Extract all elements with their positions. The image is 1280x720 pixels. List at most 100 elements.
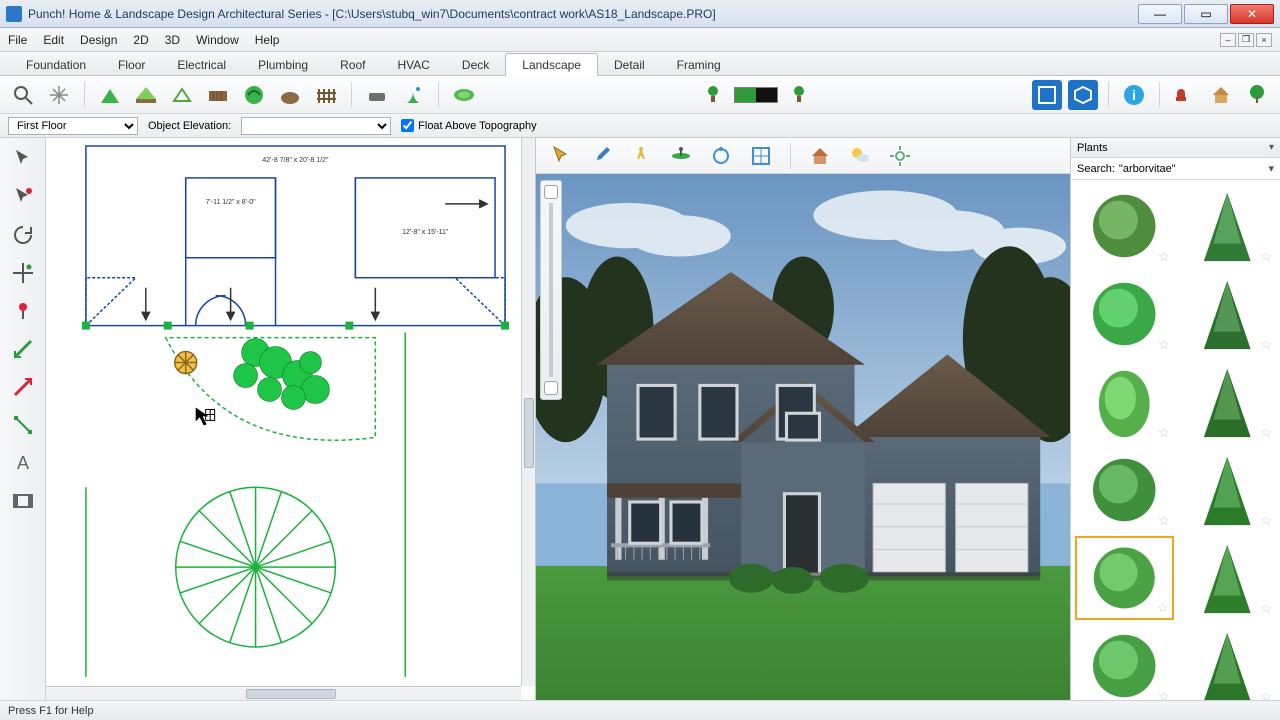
plant-thumbnail[interactable]: ☆ <box>1178 624 1277 700</box>
plan-hscroll[interactable] <box>46 686 521 700</box>
float-topography-toggle[interactable]: Float Above Topography <box>401 119 536 132</box>
plants-panel-title[interactable]: Plants ▾ <box>1071 138 1280 158</box>
move-tool-icon[interactable] <box>7 258 39 288</box>
eyedropper-icon[interactable] <box>586 141 616 171</box>
fly-icon[interactable] <box>666 141 696 171</box>
mdi-minimize[interactable]: – <box>1220 33 1236 47</box>
favorite-star-icon[interactable]: ☆ <box>1158 513 1170 529</box>
plant-thumbnail[interactable]: ☆ <box>1075 536 1174 620</box>
menu-edit[interactable]: Edit <box>43 33 64 47</box>
topography-icon[interactable] <box>449 80 479 110</box>
plant-thumbnail[interactable]: ☆ <box>1178 184 1277 268</box>
float-topography-checkbox[interactable] <box>401 119 414 132</box>
plant-thumbnail[interactable]: ☆ <box>1178 536 1277 620</box>
plan-vscroll[interactable] <box>521 138 535 686</box>
furniture-icon[interactable] <box>1170 80 1200 110</box>
floorplan-icon[interactable] <box>746 141 776 171</box>
settings3d-icon[interactable] <box>885 141 915 171</box>
terrain-tool-icon[interactable] <box>95 80 125 110</box>
plant-bed-icon[interactable] <box>131 80 161 110</box>
deck-icon[interactable] <box>203 80 233 110</box>
rotate-tool-icon[interactable] <box>7 220 39 250</box>
favorite-star-icon[interactable]: ☆ <box>1260 425 1272 441</box>
tree-icon[interactable] <box>1242 80 1272 110</box>
weather-icon[interactable] <box>845 141 875 171</box>
view-3d-icon[interactable] <box>1068 80 1098 110</box>
plant-thumbnail[interactable]: ☆ <box>1075 272 1174 356</box>
fill-preview[interactable] <box>734 87 778 103</box>
plant-thumbnail[interactable]: ☆ <box>1178 448 1277 532</box>
favorite-star-icon[interactable]: ☆ <box>1260 601 1272 617</box>
orbit-icon[interactable] <box>706 141 736 171</box>
tab-framing[interactable]: Framing <box>661 54 737 75</box>
plants-search-input[interactable] <box>1119 163 1265 175</box>
object-elevation-select[interactable] <box>241 117 391 135</box>
view-2d-icon[interactable] <box>1032 80 1062 110</box>
tab-electrical[interactable]: Electrical <box>161 54 242 75</box>
menu-file[interactable]: File <box>8 33 27 47</box>
plant-thumbnail[interactable]: ☆ <box>1075 184 1174 268</box>
mdi-close[interactable]: × <box>1256 33 1272 47</box>
plant-thumbnail[interactable]: ☆ <box>1075 624 1174 700</box>
tab-plumbing[interactable]: Plumbing <box>242 54 324 75</box>
favorite-star-icon[interactable]: ☆ <box>1260 337 1272 353</box>
close-button[interactable]: ✕ <box>1230 4 1274 24</box>
view3d-vertical-slider[interactable] <box>540 180 562 400</box>
house-small-icon[interactable] <box>1206 80 1236 110</box>
tab-deck[interactable]: Deck <box>446 54 505 75</box>
info-icon[interactable]: i <box>1119 80 1149 110</box>
edging-icon[interactable] <box>167 80 197 110</box>
chevron-down-icon[interactable]: ▾ <box>1269 142 1274 153</box>
pan-icon[interactable] <box>44 80 74 110</box>
maximize-button[interactable]: ▭ <box>1184 4 1228 24</box>
slider-bottom-button[interactable] <box>544 381 558 395</box>
water-feature-icon[interactable] <box>398 80 428 110</box>
favorite-star-icon[interactable]: ☆ <box>1157 600 1169 616</box>
tab-foundation[interactable]: Foundation <box>10 54 102 75</box>
chevron-down-icon[interactable]: ▾ <box>1268 162 1274 175</box>
mirror-out-icon[interactable] <box>7 372 39 402</box>
walk-icon[interactable] <box>626 141 656 171</box>
menu-3d[interactable]: 3D <box>165 33 180 47</box>
view3d-canvas[interactable] <box>536 174 1070 700</box>
slider-top-button[interactable] <box>544 185 558 199</box>
plant-thumbnail[interactable]: ☆ <box>1178 272 1277 356</box>
select-tool-icon[interactable] <box>7 144 39 174</box>
plan-view-2d[interactable]: 42'-8 7/8" x 20'-8 1/2" 7'-11 1/2" x 8'-… <box>46 138 536 700</box>
point-tool-icon[interactable] <box>7 296 39 326</box>
plant-thumbnail[interactable]: ☆ <box>1178 360 1277 444</box>
plant-thumbnail[interactable]: ☆ <box>1075 360 1174 444</box>
tab-detail[interactable]: Detail <box>598 54 661 75</box>
tab-roof[interactable]: Roof <box>324 54 381 75</box>
tab-floor[interactable]: Floor <box>102 54 161 75</box>
menu-design[interactable]: Design <box>80 33 117 47</box>
rock-icon[interactable] <box>275 80 305 110</box>
select-similar-icon[interactable] <box>7 182 39 212</box>
media-tool-icon[interactable] <box>7 486 39 516</box>
text-tool-icon[interactable]: A <box>7 448 39 478</box>
favorite-star-icon[interactable]: ☆ <box>1158 425 1170 441</box>
minimize-button[interactable]: — <box>1138 4 1182 24</box>
fence-icon[interactable] <box>311 80 341 110</box>
house-view-icon[interactable] <box>805 141 835 171</box>
dimension-tool-icon[interactable] <box>7 410 39 440</box>
small-plant2-icon[interactable] <box>784 80 814 110</box>
favorite-star-icon[interactable]: ☆ <box>1158 689 1170 700</box>
mdi-restore[interactable]: ❐ <box>1238 33 1254 47</box>
plant-thumbnail[interactable]: ☆ <box>1075 448 1174 532</box>
menu-help[interactable]: Help <box>255 33 280 47</box>
favorite-star-icon[interactable]: ☆ <box>1260 513 1272 529</box>
outdoor-furniture-icon[interactable] <box>362 80 392 110</box>
menu-window[interactable]: Window <box>196 33 239 47</box>
menu-2d[interactable]: 2D <box>133 33 148 47</box>
small-plant-icon[interactable] <box>698 80 728 110</box>
favorite-star-icon[interactable]: ☆ <box>1260 689 1272 700</box>
tab-hvac[interactable]: HVAC <box>381 54 445 75</box>
plan-canvas[interactable]: 42'-8 7/8" x 20'-8 1/2" 7'-11 1/2" x 8'-… <box>46 138 535 682</box>
favorite-star-icon[interactable]: ☆ <box>1158 337 1170 353</box>
path-icon[interactable] <box>239 80 269 110</box>
favorite-star-icon[interactable]: ☆ <box>1158 249 1170 265</box>
favorite-star-icon[interactable]: ☆ <box>1260 249 1272 265</box>
cursor3d-icon[interactable] <box>546 141 576 171</box>
mirror-in-icon[interactable] <box>7 334 39 364</box>
